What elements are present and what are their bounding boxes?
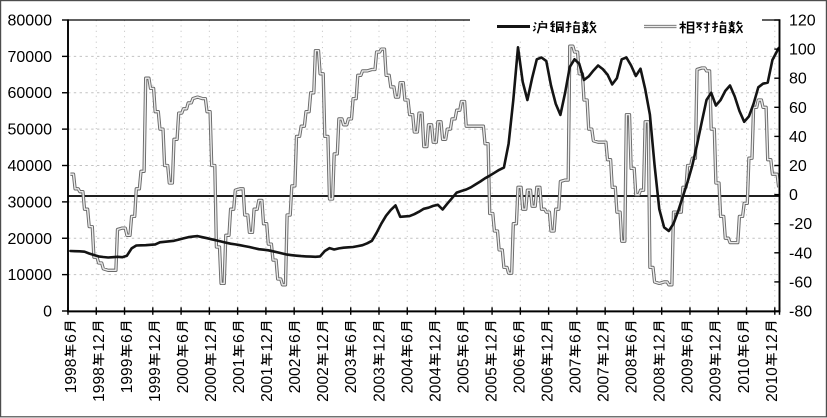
- svg-text:20: 20: [789, 158, 807, 175]
- svg-text:2006: 2006: [539, 367, 556, 402]
- svg-text:12: 12: [147, 334, 164, 351]
- svg-text:1998: 1998: [91, 367, 108, 402]
- svg-text:12: 12: [91, 334, 108, 351]
- svg-text:6: 6: [287, 334, 304, 343]
- svg-text:6: 6: [231, 334, 248, 343]
- svg-text:70000: 70000: [8, 49, 53, 66]
- svg-text:10000: 10000: [8, 267, 53, 284]
- svg-text:2006: 2006: [511, 359, 528, 394]
- svg-text:80000: 80000: [8, 13, 53, 30]
- svg-text:50000: 50000: [8, 122, 53, 139]
- svg-text:100: 100: [789, 42, 816, 59]
- svg-text:2002: 2002: [315, 367, 332, 402]
- svg-text:120: 120: [789, 13, 816, 30]
- svg-text:20000: 20000: [8, 231, 53, 248]
- svg-text:6: 6: [736, 334, 753, 343]
- svg-text:2007: 2007: [568, 359, 585, 394]
- svg-text:-40: -40: [789, 245, 812, 262]
- svg-text:6: 6: [455, 334, 472, 343]
- svg-text:2009: 2009: [680, 359, 697, 394]
- svg-text:2009: 2009: [708, 367, 725, 402]
- svg-text:2004: 2004: [427, 367, 444, 402]
- svg-text:2003: 2003: [343, 359, 360, 394]
- svg-text:2008: 2008: [652, 367, 669, 402]
- svg-text:2000: 2000: [203, 367, 220, 402]
- svg-text:2003: 2003: [371, 367, 388, 402]
- svg-text:12: 12: [315, 334, 332, 351]
- svg-text:-80: -80: [789, 304, 812, 321]
- svg-text:1998: 1998: [63, 359, 80, 394]
- svg-text:12: 12: [371, 334, 388, 351]
- svg-text:12: 12: [596, 334, 613, 351]
- svg-text:2001: 2001: [259, 367, 276, 402]
- svg-text:6: 6: [624, 334, 641, 343]
- svg-text:6: 6: [568, 334, 585, 343]
- svg-text:6: 6: [343, 334, 360, 343]
- svg-text:40: 40: [789, 129, 807, 146]
- svg-text:2010: 2010: [736, 358, 753, 393]
- svg-text:12: 12: [652, 334, 669, 351]
- svg-text:2010: 2010: [764, 367, 781, 402]
- svg-text:2004: 2004: [399, 358, 416, 393]
- svg-text:1999: 1999: [147, 367, 164, 402]
- svg-text:6: 6: [680, 334, 697, 343]
- svg-text:2000: 2000: [175, 358, 192, 393]
- svg-text:1999: 1999: [119, 359, 136, 394]
- svg-text:6: 6: [175, 334, 192, 343]
- svg-text:80: 80: [789, 71, 807, 88]
- svg-text:2005: 2005: [483, 367, 500, 402]
- svg-text:2008: 2008: [624, 359, 641, 394]
- svg-text:60000: 60000: [8, 85, 53, 102]
- svg-text:2001: 2001: [231, 359, 248, 394]
- svg-text:12: 12: [708, 334, 725, 351]
- svg-text:12: 12: [539, 334, 556, 351]
- svg-text:12: 12: [203, 334, 220, 351]
- svg-text:12: 12: [764, 334, 781, 351]
- svg-text:60: 60: [789, 100, 807, 117]
- svg-text:-60: -60: [789, 274, 812, 291]
- svg-text:0: 0: [789, 187, 798, 204]
- svg-text:-20: -20: [789, 216, 812, 233]
- svg-text:6: 6: [63, 334, 80, 343]
- svg-text:6: 6: [399, 334, 416, 343]
- svg-text:0: 0: [43, 304, 52, 321]
- svg-text:40000: 40000: [8, 158, 53, 175]
- svg-text:12: 12: [483, 334, 500, 351]
- svg-text:6: 6: [511, 334, 528, 343]
- svg-text:30000: 30000: [8, 194, 53, 211]
- svg-text:12: 12: [259, 334, 276, 351]
- svg-text:2002: 2002: [287, 359, 304, 394]
- svg-text:6: 6: [119, 334, 136, 343]
- svg-text:2007: 2007: [596, 367, 613, 402]
- svg-text:12: 12: [427, 334, 444, 351]
- svg-text:2005: 2005: [455, 358, 472, 393]
